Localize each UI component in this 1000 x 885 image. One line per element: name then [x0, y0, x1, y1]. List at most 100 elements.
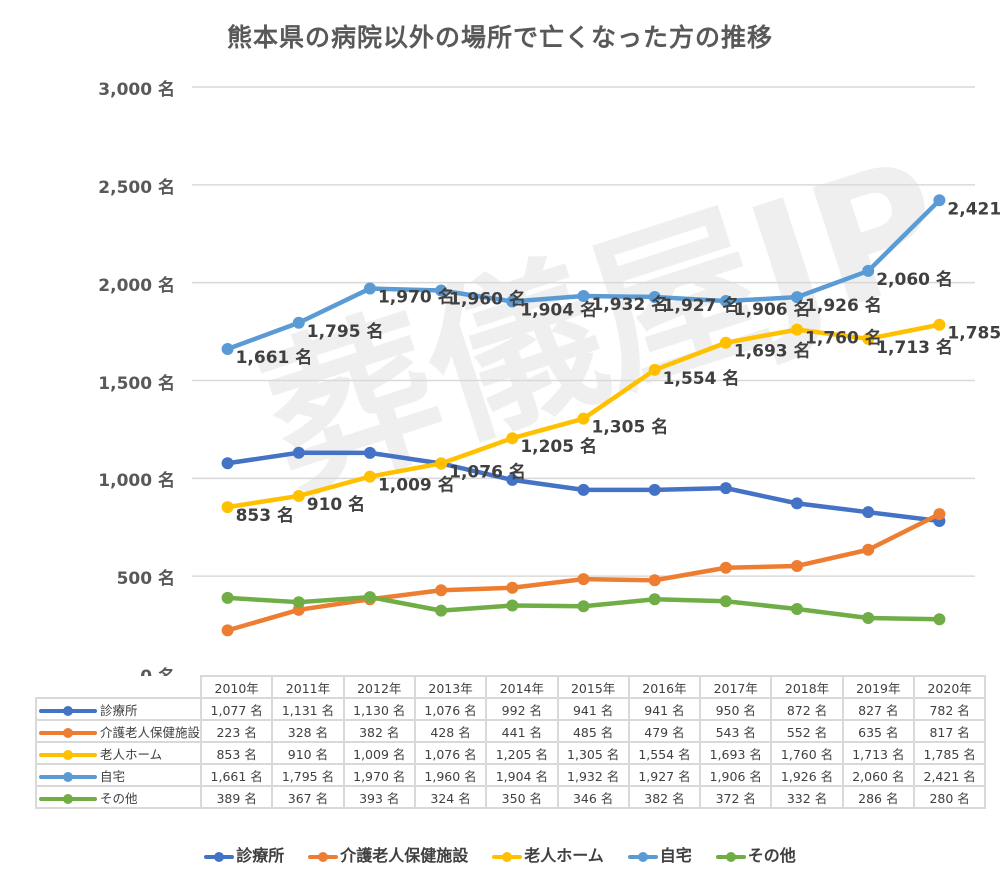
data-label: 1,693 名 [734, 341, 811, 362]
legend-key-icon [715, 851, 746, 862]
table-cell: 992 名 [485, 697, 559, 721]
table-cell: 372 名 [699, 785, 773, 809]
table-cell: 2,060 名 [841, 763, 915, 787]
data-point [506, 581, 519, 594]
data-label: 1,205 名 [520, 436, 597, 457]
table-cell: 1,130 名 [342, 697, 416, 721]
table-row: 介護老人保健施設 223 名 328 名 382 名 428 名 441 名 485 名 47… [34, 719, 987, 743]
data-point [435, 284, 448, 297]
data-label: 853 名 [236, 505, 294, 526]
legend-key-icon [39, 772, 97, 782]
table-cell: 2,421 名 [912, 763, 987, 787]
data-point [506, 599, 519, 612]
table-cell: 853 名 [200, 741, 274, 765]
table-cell: 382 名 [342, 719, 416, 743]
series-name: 老人ホーム [100, 746, 163, 762]
data-point [577, 600, 590, 613]
table-row-label: 老人ホーム [34, 741, 203, 765]
data-point [577, 573, 590, 586]
table-cell: 1,760 名 [770, 741, 844, 765]
legend-key-icon [204, 851, 235, 862]
legend-key-icon [39, 794, 97, 804]
data-label: 1,760 名 [805, 328, 882, 349]
data-point [506, 473, 519, 486]
table-cell: 950 名 [699, 697, 773, 721]
table-cell: 346 名 [556, 785, 630, 809]
table-row: 自宅 1,661 名 1,795 名 1,970 名 1,960 名 1,904 名 1,9… [34, 763, 987, 787]
data-label: 1,904 名 [520, 299, 597, 320]
table-cell: 941 名 [627, 697, 702, 721]
table-row: 老人ホーム 853 名 910 名 1,009 名 1,076 名 1,205 名 1,30… [34, 741, 987, 765]
data-label: 1,960 名 [449, 288, 526, 309]
data-label: 1,795 名 [307, 321, 384, 342]
table-year-header: 2014年 [485, 675, 559, 699]
table-cell: 1,785 名 [912, 741, 987, 765]
legend-key-icon [39, 728, 97, 738]
y-tick-label: 1,500 名 [98, 373, 175, 394]
data-table: 2010年 2011年 2012年 2013年 2014年 2015年 2016年 2017年… [34, 675, 987, 809]
chart-title: 熊本県の病院以外の場所で亡くなった方の推移 [226, 23, 773, 52]
data-point [791, 291, 804, 304]
data-label: 1,554 名 [663, 368, 740, 389]
table-cell: 1,926 名 [770, 763, 844, 787]
data-point [435, 604, 448, 617]
data-point [648, 483, 661, 496]
table-row: その他 389 名 367 名 393 名 324 名 350 名 346 名 382 名 37… [34, 785, 987, 809]
data-point [648, 290, 661, 303]
table-cell: 485 名 [556, 719, 630, 743]
data-point [933, 318, 946, 331]
table-cell: 1,927 名 [627, 763, 702, 787]
legend-item: 介護老人保健施設 [308, 842, 468, 866]
table-cell: 1,960 名 [413, 763, 488, 787]
table-cell: 782 名 [912, 697, 987, 721]
table-cell: 328 名 [271, 719, 345, 743]
data-point [363, 282, 376, 295]
data-label: 1,713 名 [876, 337, 953, 358]
legend-label: 介護老人保健施設 [340, 846, 469, 865]
table-year-header: 2012年 [342, 675, 416, 699]
table-header-row: 2010年 2011年 2012年 2013年 2014年 2015年 2016年 2017年… [36, 675, 987, 699]
data-point [648, 574, 661, 587]
data-point [719, 336, 732, 349]
data-point [363, 470, 376, 483]
data-label: 1,305 名 [592, 417, 669, 438]
legend-label: 自宅 [659, 846, 692, 865]
table-year-header: 2020年 [912, 675, 987, 699]
data-point [292, 596, 305, 609]
data-label: 1,661 名 [236, 347, 313, 368]
data-point [577, 412, 590, 425]
data-point [933, 508, 946, 521]
data-point [933, 613, 946, 626]
table-cell: 332 名 [770, 785, 844, 809]
table-cell: 280 名 [912, 785, 987, 809]
legend-key-icon [308, 851, 339, 862]
data-point [506, 432, 519, 445]
table-cell: 635 名 [841, 719, 915, 743]
table-cell: 1,932 名 [556, 763, 630, 787]
data-label: 1,932 名 [592, 294, 669, 315]
legend-item: その他 [715, 842, 796, 866]
data-label: 2,421 名 [947, 198, 1000, 219]
table-year-header: 2013年 [413, 675, 488, 699]
table-cell: 428 名 [413, 719, 488, 743]
data-point [435, 584, 448, 597]
data-point [292, 316, 305, 329]
y-tick-label: 2,500 名 [98, 177, 175, 198]
table-cell: 910 名 [271, 741, 345, 765]
table-cell: 941 名 [556, 697, 630, 721]
table-cell: 1,970 名 [342, 763, 416, 787]
legend-label: 老人ホーム [524, 846, 604, 865]
table-row-label: 自宅 [34, 763, 203, 787]
table-cell: 1,009 名 [342, 741, 416, 765]
data-label: 1,970 名 [378, 287, 455, 308]
table-row-label: 診療所 [34, 697, 203, 721]
table-row-label: その他 [34, 785, 203, 809]
table-year-header: 2015年 [556, 675, 630, 699]
table-cell: 1,077 名 [200, 697, 274, 721]
table-cell: 382 名 [627, 785, 702, 809]
legend-item: 自宅 [627, 842, 692, 866]
legend-item: 診療所 [204, 842, 284, 866]
table-cell: 1,076 名 [413, 741, 488, 765]
table-year-header: 2018年 [770, 675, 844, 699]
table-cell: 1,076 名 [413, 697, 488, 721]
